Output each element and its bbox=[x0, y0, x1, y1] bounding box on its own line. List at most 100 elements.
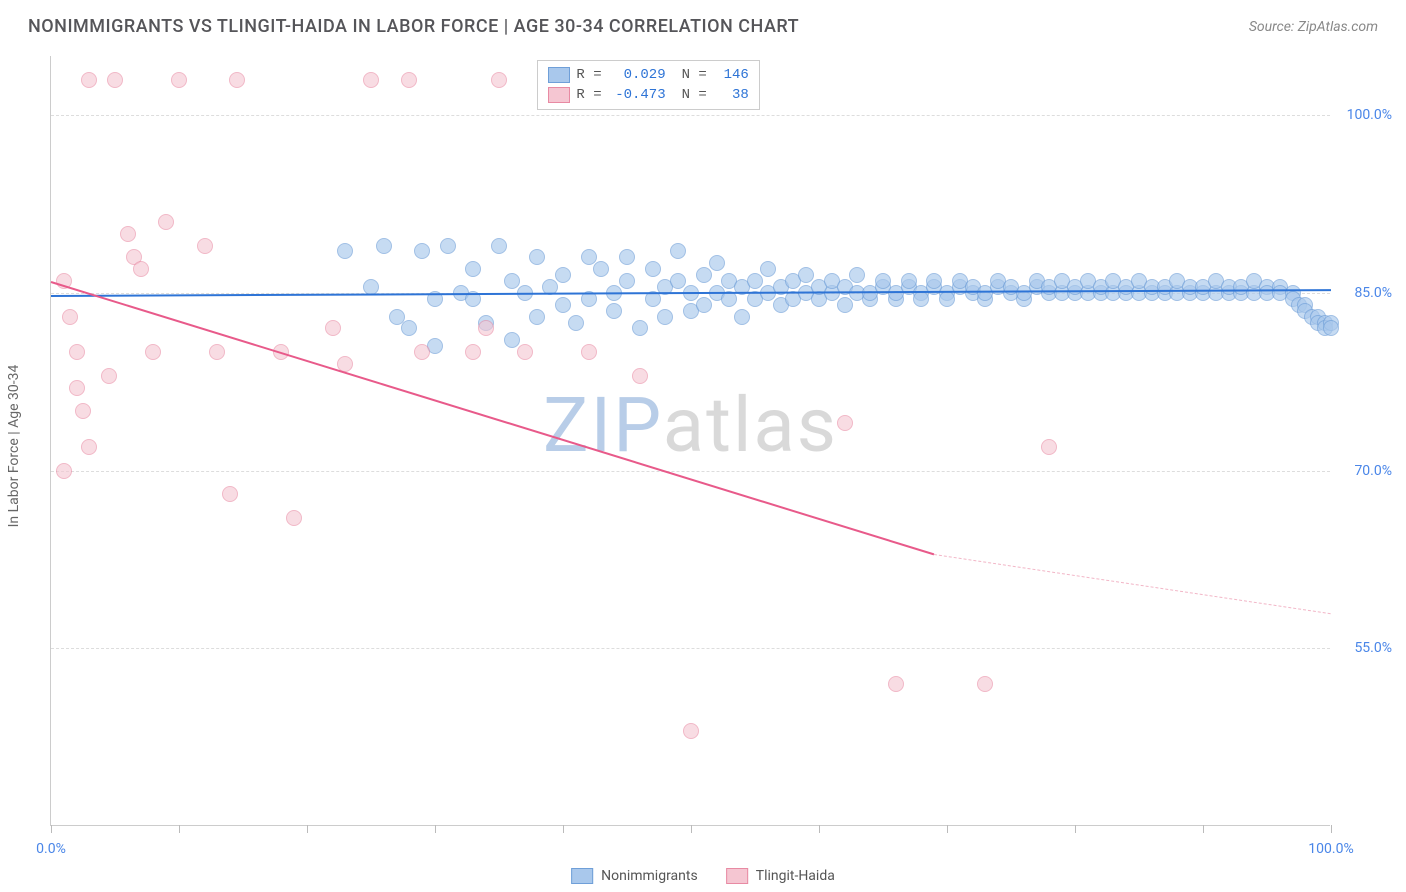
legend-label: Nonimmigrants bbox=[601, 868, 698, 884]
data-point bbox=[849, 267, 865, 283]
n-label: N = bbox=[682, 87, 707, 103]
data-point bbox=[337, 243, 353, 259]
gridline bbox=[51, 471, 1330, 472]
correlation-legend: R = 0.029 N = 146 R = -0.473 N = 38 bbox=[537, 60, 759, 110]
data-point bbox=[696, 267, 712, 283]
data-point bbox=[1041, 439, 1057, 455]
data-point bbox=[657, 309, 673, 325]
xtick bbox=[435, 825, 436, 833]
n-label: N = bbox=[682, 67, 707, 83]
r-label: R = bbox=[576, 67, 601, 83]
data-point bbox=[555, 267, 571, 283]
data-point bbox=[229, 72, 245, 88]
data-point bbox=[1323, 320, 1339, 336]
data-point bbox=[101, 368, 117, 384]
xtick bbox=[179, 825, 180, 833]
watermark: ZIPatlas bbox=[543, 380, 838, 470]
data-point bbox=[606, 303, 622, 319]
bottom-legend: Nonimmigrants Tlingit-Haida bbox=[571, 868, 835, 884]
data-point bbox=[363, 72, 379, 88]
data-point bbox=[222, 486, 238, 502]
data-point bbox=[709, 255, 725, 271]
ytick-label: 100.0% bbox=[1336, 107, 1392, 123]
r-value: -0.473 bbox=[608, 87, 666, 103]
data-point bbox=[107, 72, 123, 88]
data-point bbox=[875, 273, 891, 289]
r-label: R = bbox=[576, 87, 601, 103]
data-point bbox=[209, 344, 225, 360]
data-point bbox=[81, 72, 97, 88]
data-point bbox=[926, 273, 942, 289]
data-point bbox=[491, 238, 507, 254]
swatch-icon bbox=[726, 868, 748, 884]
xtick-label: 0.0% bbox=[36, 841, 66, 857]
data-point bbox=[632, 368, 648, 384]
gridline bbox=[51, 115, 1330, 116]
data-point bbox=[529, 309, 545, 325]
data-point bbox=[120, 226, 136, 242]
data-point bbox=[696, 297, 712, 313]
data-point bbox=[325, 320, 341, 336]
xtick bbox=[691, 825, 692, 833]
xtick bbox=[1203, 825, 1204, 833]
data-point bbox=[837, 297, 853, 313]
data-point bbox=[760, 261, 776, 277]
data-point bbox=[888, 676, 904, 692]
xtick bbox=[1331, 825, 1332, 833]
swatch-icon bbox=[548, 87, 570, 103]
data-point bbox=[62, 309, 78, 325]
data-point bbox=[683, 723, 699, 739]
xtick bbox=[947, 825, 948, 833]
data-point bbox=[555, 297, 571, 313]
data-point bbox=[670, 243, 686, 259]
ytick-label: 55.0% bbox=[1336, 640, 1392, 656]
legend-label: Tlingit-Haida bbox=[756, 868, 835, 884]
legend-row: R = 0.029 N = 146 bbox=[548, 65, 748, 85]
data-point bbox=[581, 344, 597, 360]
data-point bbox=[645, 261, 661, 277]
data-point bbox=[389, 309, 405, 325]
r-value: 0.029 bbox=[608, 67, 666, 83]
data-point bbox=[81, 439, 97, 455]
data-point bbox=[197, 238, 213, 254]
data-point bbox=[901, 273, 917, 289]
chart-title: NONIMMIGRANTS VS TLINGIT-HAIDA IN LABOR … bbox=[28, 16, 799, 37]
ytick-label: 70.0% bbox=[1336, 463, 1392, 479]
data-point bbox=[56, 463, 72, 479]
data-point bbox=[414, 243, 430, 259]
n-value: 38 bbox=[713, 87, 749, 103]
trendline bbox=[934, 554, 1331, 614]
data-point bbox=[913, 291, 929, 307]
data-point bbox=[158, 214, 174, 230]
source-label: Source: ZipAtlas.com bbox=[1249, 19, 1378, 35]
data-point bbox=[69, 344, 85, 360]
legend-item-tlingit-haida: Tlingit-Haida bbox=[726, 868, 835, 884]
xtick bbox=[819, 825, 820, 833]
xtick bbox=[307, 825, 308, 833]
data-point bbox=[837, 415, 853, 431]
data-point bbox=[401, 72, 417, 88]
data-point bbox=[478, 320, 494, 336]
data-point bbox=[670, 273, 686, 289]
swatch-icon bbox=[571, 868, 593, 884]
data-point bbox=[145, 344, 161, 360]
data-point bbox=[69, 380, 85, 396]
data-point bbox=[747, 273, 763, 289]
data-point bbox=[939, 291, 955, 307]
data-point bbox=[619, 273, 635, 289]
data-point bbox=[529, 249, 545, 265]
data-point bbox=[286, 510, 302, 526]
plot-area: ZIPatlas 55.0%70.0%85.0%100.0%0.0%100.0%… bbox=[50, 56, 1330, 826]
data-point bbox=[401, 320, 417, 336]
xtick bbox=[51, 825, 52, 833]
data-point bbox=[465, 344, 481, 360]
xtick bbox=[1075, 825, 1076, 833]
data-point bbox=[75, 403, 91, 419]
data-point bbox=[581, 249, 597, 265]
data-point bbox=[376, 238, 392, 254]
n-value: 146 bbox=[713, 67, 749, 83]
data-point bbox=[517, 344, 533, 360]
legend-row: R = -0.473 N = 38 bbox=[548, 85, 748, 105]
data-point bbox=[619, 249, 635, 265]
legend-item-nonimmigrants: Nonimmigrants bbox=[571, 868, 698, 884]
